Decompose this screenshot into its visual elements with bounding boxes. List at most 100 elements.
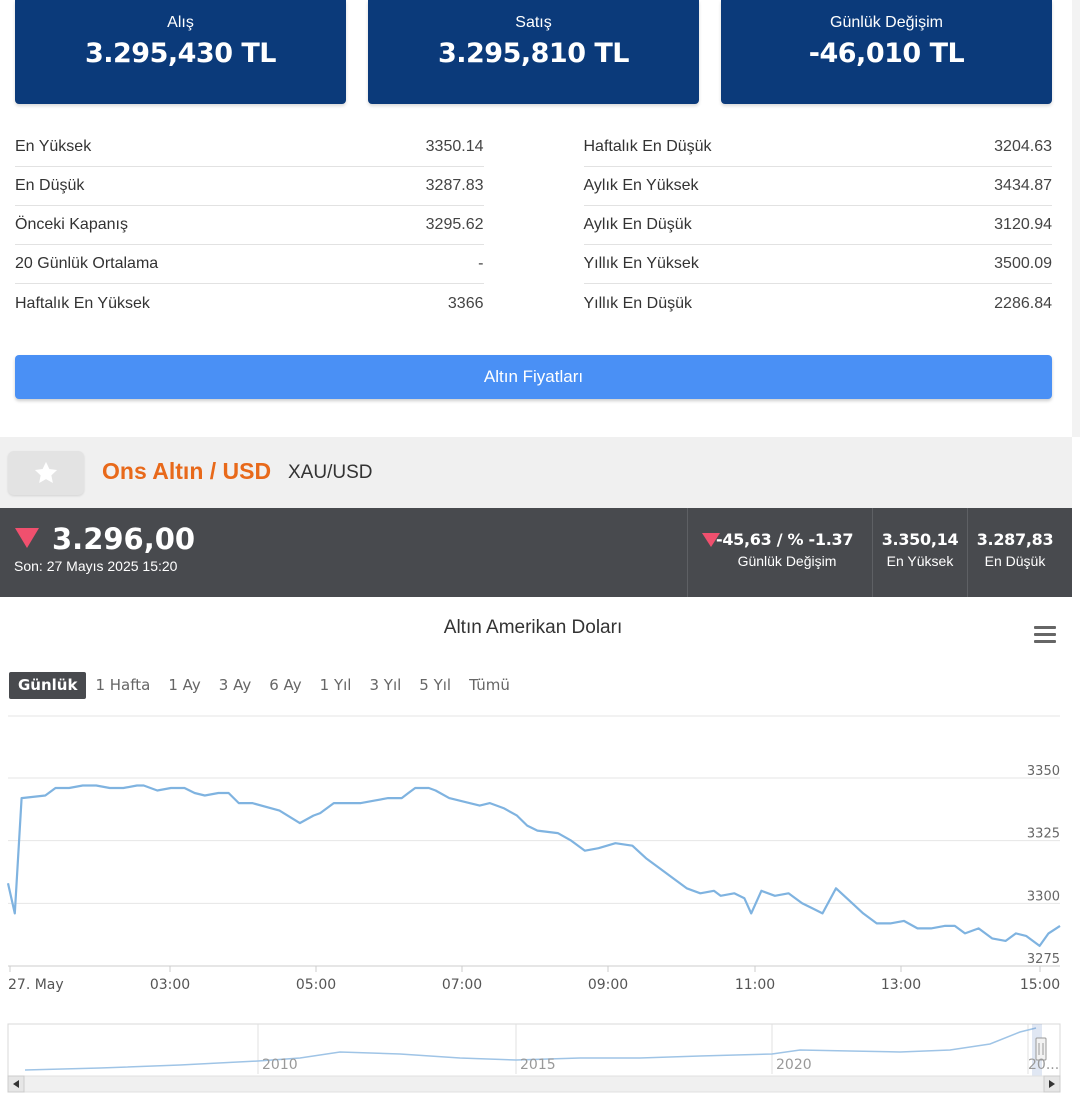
stat-label: En Düşük	[15, 177, 85, 194]
stat-value: 3120.94	[994, 216, 1052, 233]
stat-label: Önceki Kapanış	[15, 216, 128, 233]
x-tick-label: 07:00	[442, 977, 482, 993]
stat-label: 20 Günlük Ortalama	[15, 255, 159, 272]
stat-label: Aylık En Düşük	[583, 216, 692, 233]
range-button-3-months[interactable]: 3 Ay	[218, 676, 252, 694]
navigator-label: 2015	[520, 1057, 556, 1073]
stat-value: 3434.87	[994, 177, 1052, 194]
x-tick-label: 15:00	[1020, 977, 1060, 993]
stats-right-column: Haftalık En Düşük 3204.63 Aylık En Yüksek…	[583, 128, 1053, 323]
buy-value: 3.295,430 TL	[84, 38, 277, 69]
stat-row: En Yüksek 3350.14	[15, 128, 484, 167]
y-tick-label: 3300	[1027, 889, 1060, 904]
sell-card: Satış 3.295,810 TL	[368, 0, 699, 104]
gold-prices-button[interactable]: Altın Fiyatları	[15, 355, 1052, 399]
stat-label: Haftalık En Düşük	[583, 138, 712, 155]
navigator-label: 20...	[1028, 1057, 1059, 1073]
stats-left-column: En Yüksek 3350.14 En Düşük 3287.83 Önceki …	[15, 128, 484, 323]
chart-grid	[8, 715, 1060, 967]
daily-change-cell: -45,63 / % -1.37 Günlük Değişim	[687, 508, 872, 597]
range-button-6-months[interactable]: 6 Ay	[269, 676, 302, 694]
daily-change-card: Günlük Değişim -46,010 TL	[721, 0, 1052, 104]
page-edge-strip	[1072, 0, 1080, 437]
stat-value: 2286.84	[994, 294, 1052, 312]
stat-row: Haftalık En Yüksek 3366	[15, 284, 484, 323]
low-cell: 3.287,83 En Düşük	[967, 508, 1062, 597]
stat-value: 3350.14	[425, 138, 484, 155]
stat-row: Aylık En Yüksek 3434.87	[583, 167, 1052, 206]
stat-label: Yıllık En Düşük	[583, 294, 692, 312]
stat-label: Aylık En Yüksek	[583, 177, 699, 194]
stat-row: En Düşük 3287.83	[15, 167, 484, 206]
chart-navigator[interactable]: 2010 2015 2020 20...	[0, 1018, 1066, 1098]
y-tick-label: 3350	[1027, 764, 1060, 779]
daily-change-label: Günlük Değişim	[830, 14, 943, 31]
stat-value: 3204.63	[994, 138, 1052, 155]
x-tick-label: 03:00	[150, 977, 190, 993]
daily-change-caption: Günlük Değişim	[737, 553, 837, 569]
low-value: 3.287,83	[976, 530, 1054, 549]
range-button-3-years[interactable]: 3 Yıl	[369, 676, 402, 694]
favorite-button[interactable]	[8, 451, 84, 495]
price-series-line	[6, 784, 1061, 947]
stat-row: Önceki Kapanış 3295.62	[15, 206, 484, 245]
last-price: 3.296,00	[52, 522, 196, 556]
arrow-left-icon	[13, 1080, 19, 1088]
x-tick-label: 11:00	[735, 977, 775, 993]
y-axis: 3350 3325 3300 3275	[1027, 764, 1060, 967]
symbol-code: XAU/USD	[288, 462, 373, 483]
stat-row: Aylık En Düşük 3120.94	[583, 206, 1052, 245]
chart-title: Altın Amerikan Doları	[443, 617, 623, 638]
buy-card: Alış 3.295,430 TL	[15, 0, 346, 104]
star-icon	[34, 461, 58, 484]
stat-row: Yıllık En Yüksek 3500.09	[583, 245, 1052, 284]
change-down-arrow-icon	[702, 533, 720, 547]
x-tick-label: 27. May	[8, 977, 64, 993]
stat-row: 20 Günlük Ortalama -	[15, 245, 484, 284]
price-cards: Alış 3.295,430 TL Satış 3.295,810 TL Gün…	[15, 0, 1052, 104]
range-button-daily[interactable]: Günlük	[9, 672, 87, 699]
price-line-chart: 3350 3325 3300 3275 27. May 03:00 05:00 07:00 0…	[6, 715, 1061, 993]
stat-value: 3287.83	[425, 177, 484, 194]
daily-change-value: -46,010 TL	[808, 38, 965, 69]
stat-label: En Yüksek	[15, 138, 92, 155]
range-button-5-years[interactable]: 5 Yıl	[419, 676, 452, 694]
low-caption: En Düşük	[984, 553, 1046, 569]
range-button-all[interactable]: Tümü	[469, 676, 510, 694]
price-down-arrow-icon	[15, 528, 39, 548]
symbol-title[interactable]: Ons Altın / USD	[102, 458, 272, 484]
navigator-scrollbar[interactable]	[7, 1075, 1061, 1093]
sell-label: Satış	[515, 14, 552, 31]
quote-bar: 3.296,00 Son: 27 Mayıs 2025 15:20 -45,63…	[0, 508, 1072, 597]
symbol-header	[0, 437, 1072, 508]
stat-value: 3500.09	[994, 255, 1052, 272]
stat-value: 3366	[447, 294, 484, 312]
stat-value: -	[478, 255, 484, 272]
hamburger-menu-icon[interactable]	[1034, 626, 1056, 644]
high-cell: 3.350,14 En Yüksek	[872, 508, 967, 597]
arrow-right-icon	[1049, 1080, 1055, 1088]
stat-label: Yıllık En Yüksek	[583, 255, 699, 272]
stat-row: Yıllık En Düşük 2286.84	[584, 284, 1053, 323]
y-tick-label: 3325	[1027, 827, 1060, 842]
stat-label: Haftalık En Yüksek	[15, 294, 150, 312]
y-tick-label: 3275	[1027, 952, 1060, 967]
range-selector: Günlük 1 Hafta 1 Ay 3 Ay 6 Ay 1 Yıl 3 Yı…	[9, 672, 519, 699]
last-update-time: Son: 27 Mayıs 2025 15:20	[14, 558, 178, 574]
x-tick-label: 05:00	[296, 977, 336, 993]
stats-table: En Yüksek 3350.14 En Düşük 3287.83 Önceki …	[15, 128, 1052, 323]
buy-label: Alış	[167, 14, 194, 31]
high-value: 3.350,14	[881, 530, 959, 549]
stat-row: Haftalık En Düşük 3204.63	[583, 128, 1052, 167]
navigator-label: 2010	[262, 1057, 298, 1073]
x-tick-label: 13:00	[881, 977, 921, 993]
navigator-series-line	[24, 1027, 1037, 1071]
range-button-1-week[interactable]: 1 Hafta	[95, 676, 151, 694]
daily-change-amount: -45,63 / % -1.37	[716, 530, 854, 549]
sell-value: 3.295,810 TL	[437, 38, 630, 69]
range-button-1-month[interactable]: 1 Ay	[168, 676, 201, 694]
stat-value: 3295.62	[425, 216, 484, 233]
range-button-1-year[interactable]: 1 Yıl	[319, 676, 352, 694]
navigator-label: 2020	[776, 1057, 812, 1073]
high-caption: En Yüksek	[886, 553, 954, 569]
